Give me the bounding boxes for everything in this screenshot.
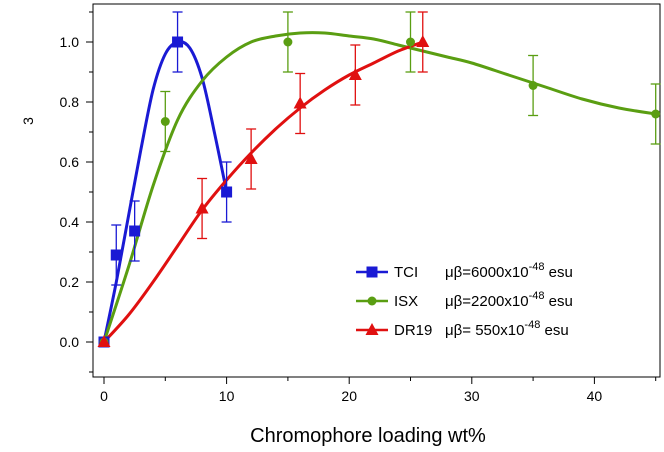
legend-entry-tci: TCI μβ=6000x10-48 esu (356, 261, 573, 281)
x-tick-label: 20 (341, 388, 357, 404)
data-point-tci (129, 225, 141, 237)
y-tick-label: 0.4 (60, 214, 80, 230)
data-point-dr19 (416, 35, 430, 47)
fit-curve-isx (102, 31, 656, 343)
x-tick-label: 10 (219, 388, 235, 404)
y-axis: 0.0 0.2 0.4 0.6 0.8 1.0 (60, 11, 93, 373)
data-point-dr19 (244, 152, 258, 164)
x-axis: 0 10 20 30 40 (100, 377, 657, 404)
data-point-isx (651, 109, 661, 119)
legend-label: DR19 (394, 322, 432, 339)
data-point-tci (221, 186, 233, 198)
data-point-dr19 (195, 201, 209, 214)
legend-marker-tci (366, 266, 378, 278)
data-point-dr19 (293, 96, 307, 109)
legend-label: TCI (394, 264, 418, 281)
legend-formula: μβ=6000x10-48 esu (445, 261, 573, 281)
data-point-isx (160, 117, 170, 126)
legend-formula: μβ= 550x10-48 esu (445, 319, 569, 339)
fit-curve-dr19 (102, 40, 424, 344)
data-points (97, 35, 661, 348)
data-point-tci (172, 36, 184, 48)
y-tick-label: 0.0 (60, 334, 80, 350)
x-axis-title: Chromophore loading wt% (250, 425, 486, 447)
legend-marker-isx (367, 296, 377, 306)
x-tick-label: 30 (464, 388, 480, 404)
legend-formula: μβ=2200x10-48 esu (445, 290, 573, 310)
y-tick-label: 0.6 (60, 154, 80, 170)
x-tick-label: 40 (587, 388, 603, 404)
legend-label: ISX (394, 293, 418, 310)
legend: TCI μβ=6000x10-48 esu ISX μβ=2200x10-48 esu… (356, 261, 573, 339)
legend-entry-dr19: DR19 μβ= 550x10-48 esu (356, 319, 569, 339)
y-tick-label: 0.2 (60, 274, 80, 290)
y-tick-label: 1.0 (60, 34, 80, 50)
data-point-dr19 (97, 335, 111, 347)
legend-marker-dr19 (365, 323, 379, 335)
plot-frame (92, 3, 661, 378)
data-point-tci (110, 249, 122, 261)
fit-curve-tci (102, 40, 229, 343)
fit-curves (102, 31, 656, 344)
data-point-dr19 (348, 68, 362, 80)
data-point-isx (283, 37, 293, 47)
y-tick-label: 0.8 (60, 94, 80, 110)
data-point-isx (406, 37, 415, 47)
data-point-isx (528, 81, 538, 90)
x-tick-label: 0 (100, 388, 108, 404)
legend-entry-isx: ISX μβ=2200x10-48 esu (356, 290, 573, 310)
y-axis-title: 3 (20, 117, 36, 125)
